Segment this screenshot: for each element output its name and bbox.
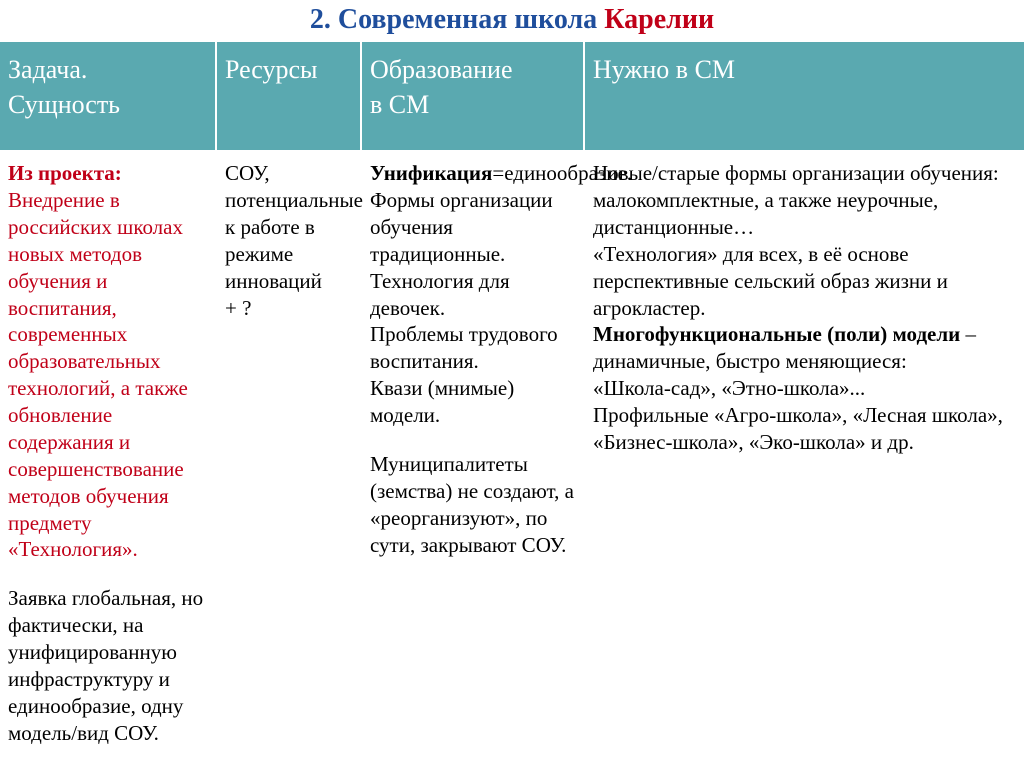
task-project-text: Из проекта: Внедрение в российских школа… — [8, 161, 188, 561]
cell-education: Унификация=единообразие. Формы организац… — [361, 150, 584, 752]
table-header-row: Задача. Сущность Ресурсы Образование в С… — [0, 42, 1024, 150]
task-para2: Заявка глобальная, но фактически, на уни… — [8, 585, 209, 746]
table-row: Из проекта: Внедрение в российских школа… — [0, 150, 1024, 752]
slide: 2. Современная школа Карелии Задача. Сущ… — [0, 0, 1024, 767]
title-prefix: 2. — [310, 4, 338, 35]
col-header-task: Задача. Сущность — [0, 42, 216, 150]
needed-models: Многофункциональные (поли) модели – дина… — [593, 322, 976, 373]
title-accent: Карелии — [604, 4, 714, 35]
cell-resources: СОУ, потенциальные к работе в режиме инн… — [216, 150, 361, 752]
col-header-resources: Ресурсы — [216, 42, 361, 150]
col-header-education: Образование в СМ — [361, 42, 584, 150]
col-header-needed: Нужно в СМ — [584, 42, 1024, 150]
title-main: Современная школа — [338, 4, 604, 35]
cell-task: Из проекта: Внедрение в российских школа… — [0, 150, 216, 752]
content-table: Задача. Сущность Ресурсы Образование в С… — [0, 42, 1024, 753]
slide-title: 2. Современная школа Карелии — [0, 0, 1024, 42]
cell-needed: Новые/старые формы организации обучения:… — [584, 150, 1024, 752]
